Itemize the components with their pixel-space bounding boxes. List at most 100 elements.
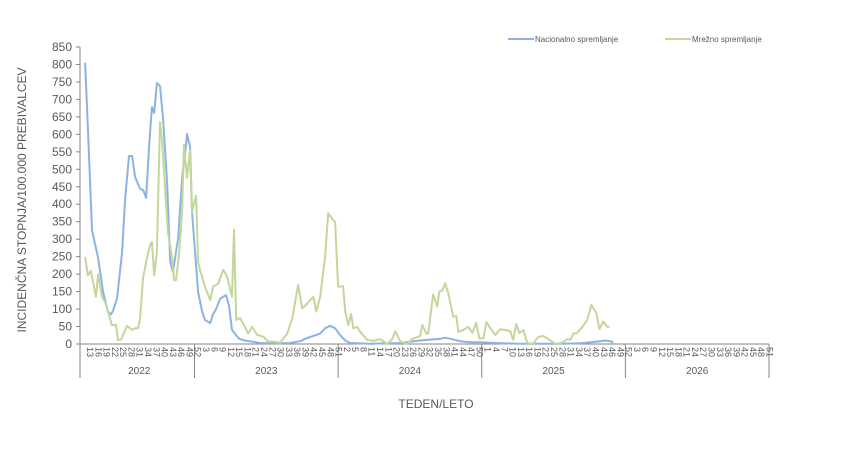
week-tick-label: 4 bbox=[491, 347, 501, 352]
week-tick-label: 43 bbox=[599, 347, 609, 357]
week-tick-label: 46 bbox=[176, 347, 186, 357]
week-tick-label: 16 bbox=[524, 347, 534, 357]
week-tick-label: 34 bbox=[574, 347, 584, 357]
week-tick-label: 30 bbox=[706, 347, 716, 357]
week-tick-label: 23 bbox=[400, 347, 410, 357]
y-tick-label: 450 bbox=[52, 180, 72, 194]
x-axis-title: TEDEN/LETO bbox=[398, 397, 473, 411]
x-axis: 1316192225283134374043464952202236912151… bbox=[79, 343, 774, 378]
week-tick-label: 50 bbox=[474, 347, 484, 357]
y-tick-label: 50 bbox=[59, 320, 73, 334]
week-tick-label: 16 bbox=[93, 347, 103, 357]
week-tick-label: 31 bbox=[566, 347, 576, 357]
week-tick-label: 9 bbox=[648, 347, 658, 352]
y-tick-label: 800 bbox=[52, 57, 72, 71]
legend-label: Mrežno spremljanje bbox=[692, 35, 762, 44]
year-label: 2025 bbox=[542, 366, 565, 377]
week-tick-label: 48 bbox=[325, 347, 335, 357]
week-tick-label: 28 bbox=[126, 347, 136, 357]
week-tick-label: 45 bbox=[317, 347, 327, 357]
week-tick-label: 24 bbox=[259, 347, 269, 357]
week-tick-label: 40 bbox=[160, 347, 170, 357]
week-tick-label: 31 bbox=[135, 347, 145, 357]
week-tick-label: 20 bbox=[392, 347, 402, 357]
week-tick-label: 48 bbox=[756, 347, 766, 357]
week-tick-label: 29 bbox=[416, 347, 426, 357]
week-tick-label: 36 bbox=[292, 347, 302, 357]
series-line-mrežno-spremljanje bbox=[84, 121, 610, 345]
y-tick-label: 850 bbox=[52, 40, 72, 54]
week-tick-label: 40 bbox=[590, 347, 600, 357]
year-label: 2024 bbox=[399, 366, 422, 377]
week-tick-label: 24 bbox=[690, 347, 700, 357]
week-tick-label: 17 bbox=[383, 347, 393, 357]
y-tick-label: 550 bbox=[52, 145, 72, 159]
week-tick-label: 52 bbox=[193, 347, 203, 357]
week-tick-label: 7 bbox=[499, 347, 509, 352]
y-tick-label: 650 bbox=[52, 110, 72, 124]
week-tick-label: 42 bbox=[740, 347, 750, 357]
week-tick-label: 22 bbox=[541, 347, 551, 357]
y-tick-label: 400 bbox=[52, 197, 72, 211]
legend-label: Nacionalno spremljanje bbox=[535, 35, 619, 44]
week-tick-label: 46 bbox=[607, 347, 617, 357]
week-tick-label: 41 bbox=[450, 347, 460, 357]
week-tick-label: 25 bbox=[118, 347, 128, 357]
week-tick-label: 26 bbox=[408, 347, 418, 357]
week-tick-label: 30 bbox=[276, 347, 286, 357]
week-tick-label: 19 bbox=[102, 347, 112, 357]
week-tick-label: 9 bbox=[218, 347, 228, 352]
week-tick-label: 34 bbox=[143, 347, 153, 357]
week-tick-label: 6 bbox=[640, 347, 650, 352]
week-tick-label: 36 bbox=[723, 347, 733, 357]
week-tick-label: 49 bbox=[184, 347, 194, 357]
legend: Nacionalno spremljanje Mrežno spremljanje bbox=[508, 35, 762, 44]
week-tick-label: 35 bbox=[433, 347, 443, 357]
week-tick-label: 27 bbox=[267, 347, 277, 357]
week-tick-label: 42 bbox=[309, 347, 319, 357]
week-tick-label: 45 bbox=[748, 347, 758, 357]
week-tick-label: 44 bbox=[458, 347, 468, 357]
week-tick-label: 8 bbox=[358, 347, 368, 352]
week-tick-label: 52 bbox=[624, 347, 634, 357]
y-axis-title: INCIDENČNA STOPNJA/100.000 PREBIVALCEV bbox=[14, 68, 29, 333]
week-tick-label: 18 bbox=[242, 347, 252, 357]
week-tick-label: 25 bbox=[549, 347, 559, 357]
week-tick-label: 27 bbox=[698, 347, 708, 357]
week-tick-label: 22 bbox=[110, 347, 120, 357]
week-tick-label: 15 bbox=[234, 347, 244, 357]
y-tick-label: 500 bbox=[52, 162, 72, 176]
week-tick-label: 2 bbox=[342, 347, 352, 352]
y-tick-label: 250 bbox=[52, 250, 72, 264]
week-tick-label: 19 bbox=[532, 347, 542, 357]
week-tick-label: 38 bbox=[441, 347, 451, 357]
y-tick-label: 100 bbox=[52, 302, 72, 316]
y-tick-label: 700 bbox=[52, 92, 72, 106]
week-tick-label: 12 bbox=[657, 347, 667, 357]
week-tick-label: 51 bbox=[334, 347, 344, 357]
week-tick-label: 14 bbox=[375, 347, 385, 357]
week-tick-label: 39 bbox=[731, 347, 741, 357]
week-tick-label: 1 bbox=[483, 347, 493, 352]
week-tick-label: 11 bbox=[367, 347, 377, 356]
week-tick-label: 15 bbox=[665, 347, 675, 357]
week-tick-label: 33 bbox=[715, 347, 725, 357]
week-tick-label: 3 bbox=[632, 347, 642, 352]
week-tick-label: 6 bbox=[209, 347, 219, 352]
y-tick-label: 600 bbox=[52, 127, 72, 141]
y-tick-label: 200 bbox=[52, 267, 72, 281]
week-tick-label: 18 bbox=[673, 347, 683, 357]
y-tick-label: 350 bbox=[52, 215, 72, 229]
week-tick-label: 28 bbox=[557, 347, 567, 357]
y-tick-label: 150 bbox=[52, 285, 72, 299]
week-tick-label: 21 bbox=[251, 347, 261, 357]
week-tick-label: 13 bbox=[516, 347, 526, 357]
week-tick-label: 47 bbox=[466, 347, 476, 357]
week-tick-label: 32 bbox=[425, 347, 435, 357]
week-tick-label: 37 bbox=[582, 347, 592, 357]
week-tick-label: 21 bbox=[682, 347, 692, 357]
series-lines bbox=[84, 62, 614, 345]
week-tick-label: 43 bbox=[168, 347, 178, 357]
y-axis: 0 50 100 150 200 250 300 350 400 450 500 550 600 650 7… bbox=[52, 40, 81, 351]
